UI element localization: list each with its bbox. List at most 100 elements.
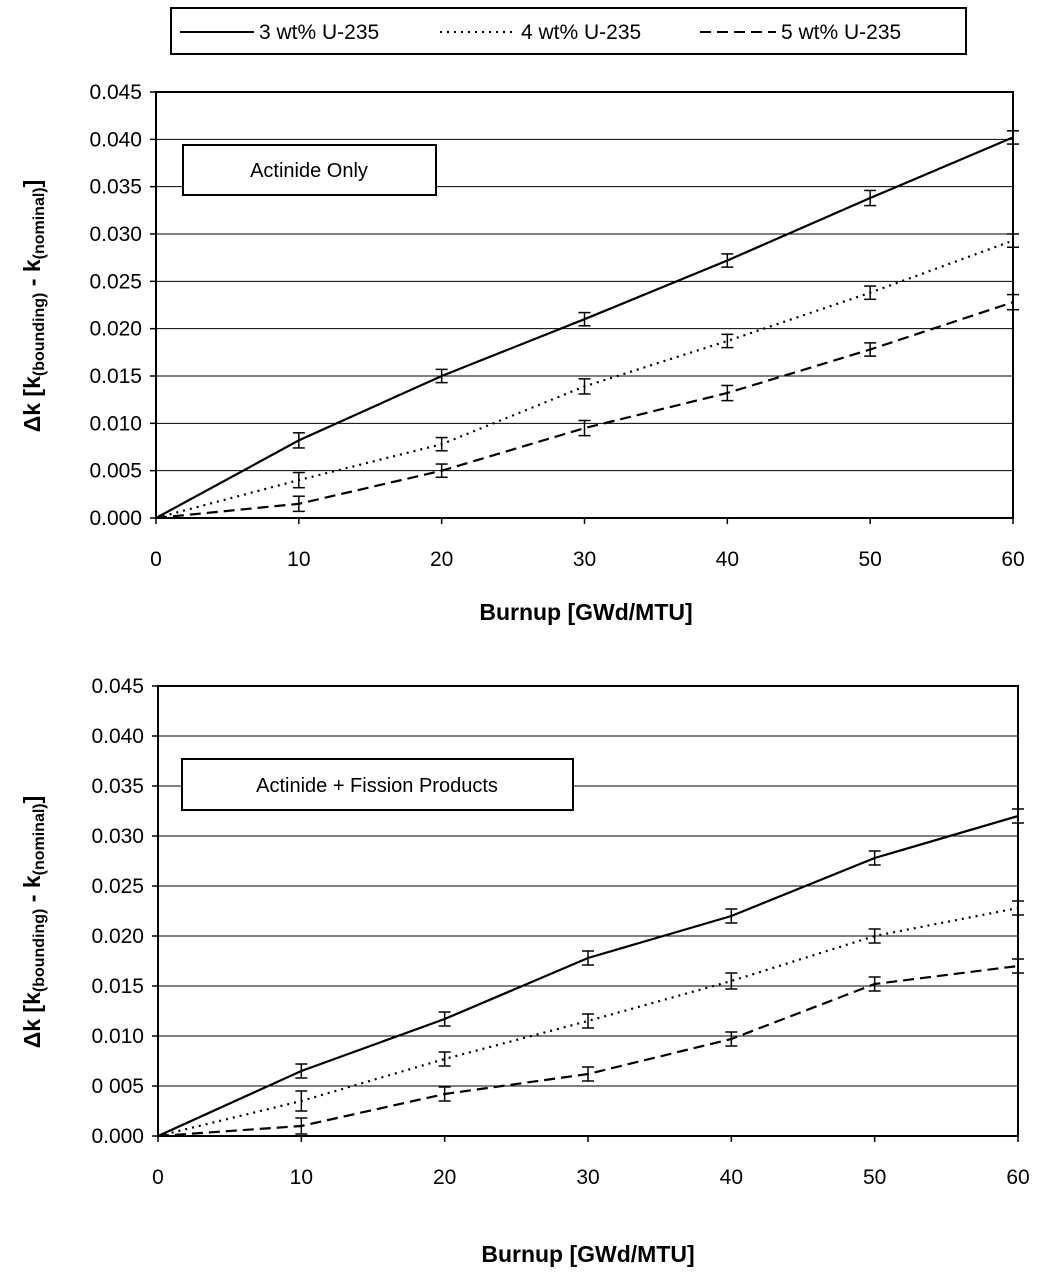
x-tick-label: 10 xyxy=(287,548,310,571)
error-bar xyxy=(295,1063,308,1079)
error-bar xyxy=(1007,130,1019,145)
annotation-text: Actinide Only xyxy=(250,160,368,182)
y-tick-label: 0.000 xyxy=(91,1125,144,1148)
y-tick-label: 0.025 xyxy=(91,875,144,898)
y-tick-label: 0.045 xyxy=(89,81,142,104)
error-bar xyxy=(438,1051,451,1067)
error-bar xyxy=(864,342,877,357)
error-bar xyxy=(864,285,877,301)
x-axis-label: Burnup [GWd/MTU] xyxy=(481,1241,694,1267)
error-bar xyxy=(1012,900,1024,916)
y-label-main: Δk [k xyxy=(19,376,45,432)
y-tick-labels: 0.000 0.005 0.010 0.015 0.020 0.025 0.030 0.035… xyxy=(89,81,142,530)
x-tick-label: 60 xyxy=(1001,548,1024,571)
y-tick-label: 0.015 xyxy=(91,975,144,998)
x-tick-label: 40 xyxy=(716,548,739,571)
error-bar xyxy=(435,368,448,384)
y-tick-label: 0.020 xyxy=(89,318,142,341)
chart-actinide-only: 0.000 0.005 0.010 0.015 0.020 0.025 0.030 0.035… xyxy=(19,81,1025,625)
y-tick-label: 0 005 xyxy=(91,1075,144,1098)
y-tick-label: 0.040 xyxy=(91,725,144,748)
y-tick-label: 0.025 xyxy=(89,270,142,293)
y-axis-label: Δk [k(bounding) - k(nominal)] xyxy=(19,796,48,1049)
x-tick-label: 0 xyxy=(152,1166,164,1189)
error-bar xyxy=(868,928,881,944)
error-bar xyxy=(721,253,734,268)
x-tick-label: 10 xyxy=(290,1166,313,1189)
x-tick-label: 50 xyxy=(863,1166,886,1189)
y-label-main: Δk [k xyxy=(19,992,45,1048)
error-bar xyxy=(864,189,877,207)
x-tick-label: 50 xyxy=(858,548,881,571)
y-label-mid: - k xyxy=(19,875,45,908)
error-bar xyxy=(578,378,591,395)
error-bar xyxy=(582,1066,594,1082)
error-bar xyxy=(1012,808,1024,824)
x-tick-label: 30 xyxy=(576,1166,599,1189)
annotation-box: Actinide Only xyxy=(182,144,437,196)
error-bar xyxy=(435,436,448,452)
series-line-dashed xyxy=(157,964,1019,1138)
y-label-end: ] xyxy=(19,796,45,804)
x-tick-labels: 0 10 20 30 40 50 60 xyxy=(150,548,1025,571)
y-label-sub1: (bounding) xyxy=(31,293,48,377)
error-bar xyxy=(725,972,738,990)
legend: 3 wt% U-235 4 wt% U-235 5 wt% U-235 xyxy=(170,7,967,55)
series-group xyxy=(157,808,1024,1138)
error-bar xyxy=(868,850,881,866)
error-bar xyxy=(435,463,448,479)
y-tick-label: 0.010 xyxy=(89,412,142,435)
error-bar xyxy=(868,976,881,992)
annotation-box: Actinide + Fission Products xyxy=(181,758,574,811)
y-label-sub1: (bounding) xyxy=(31,909,48,993)
legend-label-5wt: 5 wt% U-235 xyxy=(781,21,901,44)
x-axis-label: Burnup [GWd/MTU] xyxy=(479,599,692,625)
error-bar xyxy=(292,432,305,449)
x-tick-label: 20 xyxy=(433,1166,456,1189)
x-tick-label: 40 xyxy=(720,1166,743,1189)
x-tick-label: 20 xyxy=(430,548,453,571)
y-label-sub2: (nominal) xyxy=(31,187,48,259)
error-bar xyxy=(292,471,305,489)
error-bar xyxy=(721,333,734,349)
x-tick-label: 0 xyxy=(150,548,162,571)
y-tick-label: 0.000 xyxy=(89,507,142,530)
y-label-end: ] xyxy=(19,180,45,188)
series-line-dashed xyxy=(155,301,1014,520)
y-label-mid: - k xyxy=(19,259,45,292)
error-bar xyxy=(438,1086,451,1102)
y-tick-label: 0.015 xyxy=(89,365,142,388)
y-label-sub2: (nominal) xyxy=(31,803,48,875)
y-tick-label: 0.045 xyxy=(91,675,144,698)
y-tick-label: 0.035 xyxy=(89,176,142,199)
error-bar xyxy=(725,1031,738,1047)
y-axis-label: Δk [k(bounding) - k(nominal)] xyxy=(19,180,48,433)
error-bar xyxy=(582,950,594,966)
y-tick-label: 0.035 xyxy=(91,775,144,798)
legend-box xyxy=(170,7,967,55)
y-tick-label: 0.005 xyxy=(89,460,142,483)
y-tick-label: 0.020 xyxy=(91,925,144,948)
annotation-frame xyxy=(182,144,437,196)
x-tick-label: 30 xyxy=(573,548,596,571)
y-tick-label: 0.010 xyxy=(91,1025,144,1048)
error-bar xyxy=(721,384,734,402)
error-bar xyxy=(582,1013,594,1029)
legend-label-4wt: 4 wt% U-235 xyxy=(521,21,641,44)
annotation-frame xyxy=(181,758,574,811)
y-tick-label: 0.030 xyxy=(89,223,142,246)
error-bar xyxy=(578,419,591,437)
error-bar xyxy=(295,1117,308,1135)
y-tick-label: 0.040 xyxy=(89,128,142,151)
error-bar xyxy=(292,495,305,513)
error-bar xyxy=(725,908,738,924)
error-bar xyxy=(578,311,591,327)
x-tick-label: 60 xyxy=(1006,1166,1029,1189)
y-tick-label: 0.030 xyxy=(91,825,144,848)
chart-actinide-fission-products: 0.000 0 005 0.010 0.015 0.020 0.025 0.030 0.035… xyxy=(19,675,1030,1267)
y-tick-labels: 0.000 0 005 0.010 0.015 0.020 0.025 0.030 0.035… xyxy=(91,675,144,1148)
annotation-text: Actinide + Fission Products xyxy=(256,775,498,797)
error-bar xyxy=(438,1011,451,1027)
